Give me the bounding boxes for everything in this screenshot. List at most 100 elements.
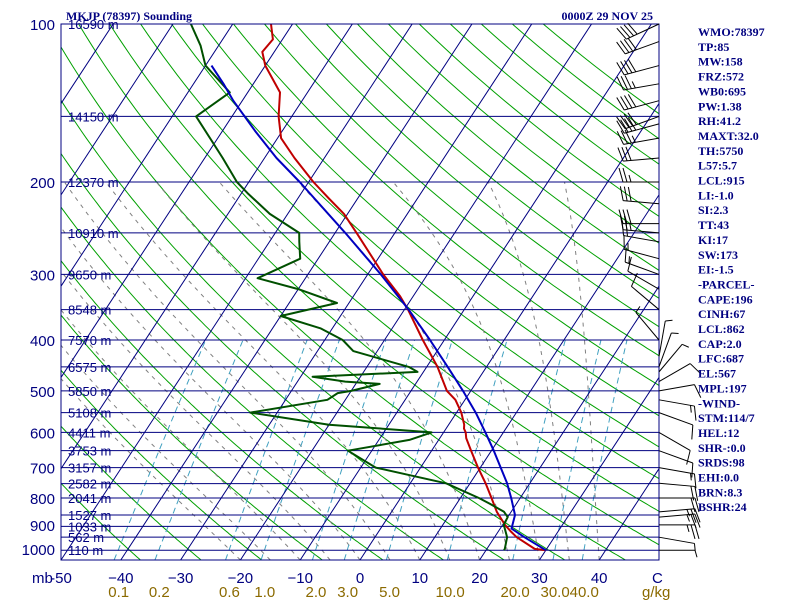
mixing-ratio-line (311, 339, 387, 560)
index-value: SW:173 (698, 248, 738, 262)
dry-adiabats (61, 24, 659, 560)
mixing-ratio-label: 2.0 (306, 584, 327, 600)
mixing-ratio-lines (113, 339, 628, 560)
index-value: MW:158 (698, 55, 743, 69)
mb-axis-label: mb (32, 570, 53, 587)
mixing-ratio-label: 0.6 (219, 584, 240, 600)
parcel-line (210, 65, 547, 552)
isotherm-line (359, 102, 659, 560)
dry-adiabat-line (61, 425, 202, 560)
index-value: -PARCEL- (698, 277, 754, 291)
index-value: CAP:2.0 (698, 337, 742, 351)
dry-adiabat-line (387, 24, 659, 244)
height-label: 5108 m (68, 406, 111, 421)
mixing-ratio-line (512, 339, 566, 560)
index-value: LCL:915 (698, 174, 745, 188)
indices-panel: WMO:78397TP:85MW:158FRZ:572WB0:695PW:1.3… (698, 25, 765, 514)
pressure-tick-label: 200 (30, 175, 55, 192)
index-value: LFC:687 (698, 352, 744, 366)
wind-barb (658, 450, 694, 478)
temperature-tick-label: 40 (591, 570, 608, 587)
wind-barb (658, 432, 691, 465)
mixing-ratio-labels: 0.1 0.2 0.6 1.0 2.0 3.0 5.0 10.0 20.0 30.0 40.0 (108, 584, 599, 600)
isotherm-line (61, 24, 413, 560)
pressure-tick-label: 500 (30, 384, 55, 401)
wind-barb (659, 497, 700, 513)
index-value: STM:114/7 (698, 411, 755, 425)
dewpoint-line (189, 24, 509, 551)
index-value: -WIND- (698, 396, 740, 410)
mixing-ratio-label: 1.0 (254, 584, 275, 600)
dry-adiabat-line (61, 206, 444, 560)
mixing-ratio-line (343, 339, 416, 560)
temperature-tick-label: 30 (531, 570, 548, 587)
dry-adiabat-line (263, 24, 659, 357)
index-value: TT:43 (698, 218, 729, 232)
dry-adiabat-line (61, 482, 141, 560)
mixing-ratio-line (260, 339, 340, 560)
height-label: 5850 m (68, 384, 111, 399)
pressure-tick-label: 100 (30, 17, 55, 34)
wind-barb (616, 22, 660, 40)
wind-barb (623, 234, 660, 260)
temperature-tick-label: −30 (168, 570, 193, 587)
height-label: 1527 m (68, 508, 111, 523)
index-value: LCL:862 (698, 322, 745, 336)
index-value: PW:1.38 (698, 99, 742, 113)
moist-adiabat-line (392, 181, 540, 560)
wind-barb (659, 524, 700, 539)
pressure-tick-label: 1000 (22, 542, 55, 559)
index-value: WB0:695 (698, 84, 746, 98)
height-label: 4411 m (68, 425, 110, 440)
height-label: 7570 m (68, 333, 111, 348)
isotherm-line (180, 24, 533, 560)
isotherm-line (0, 12, 61, 560)
dry-adiabat-line (511, 24, 659, 140)
dry-adiabat-line (78, 24, 659, 546)
index-value: WMO:78397 (698, 25, 765, 39)
isotherm-line (120, 24, 473, 560)
height-label: 110 m (68, 543, 103, 558)
mixing-ratio-label: 5.0 (379, 584, 400, 600)
isotherm-line (61, 24, 174, 196)
mixing-ratio-label: 30.0 (540, 584, 569, 600)
moist-adiabat-line (61, 309, 301, 560)
height-label: 2041 m (68, 491, 111, 506)
moist-adiabat-line (105, 181, 421, 560)
isotherms (0, 12, 659, 560)
wind-barb (659, 549, 698, 558)
pressure-tick-label: 900 (30, 518, 55, 535)
pressure-tick-label: 300 (30, 267, 55, 284)
index-value: SRDS:98 (698, 456, 745, 470)
index-value: CAPE:196 (698, 292, 753, 306)
mixing-ratio-label: 20.0 (501, 584, 530, 600)
wind-barb (616, 59, 660, 76)
index-value: LI:-1.0 (698, 188, 734, 202)
height-label: 12370 m (68, 175, 119, 190)
index-value: RH:41.2 (698, 114, 741, 128)
height-label: 1033 m (68, 519, 111, 534)
wind-barb (618, 209, 659, 225)
dry-adiabat-line (542, 24, 659, 115)
wind-barb (658, 536, 696, 551)
index-value: EL:567 (698, 367, 736, 381)
station-title: MKJP (78397) Sounding (66, 9, 192, 23)
plot-frame (60, 23, 660, 561)
mixing-ratio-label: 40.0 (570, 584, 599, 600)
wind-barb (658, 399, 697, 421)
index-value: TH:5750 (698, 144, 743, 158)
temperature-line (261, 24, 546, 552)
isotherm-line (61, 24, 234, 288)
index-value: MAXT:32.0 (698, 129, 759, 143)
temperature-tick-label: −20 (228, 570, 253, 587)
height-label: 562 m (68, 530, 104, 545)
dry-adiabat-line (232, 24, 659, 387)
wind-barb (658, 332, 679, 368)
dry-adiabat-line (61, 314, 323, 560)
temperature-ticks: -50 −40 −30 −20 −10 0 10 20 30 40 (50, 570, 607, 587)
height-label: 8548 m (68, 303, 111, 318)
index-value: TP:85 (698, 40, 729, 54)
pressure-tick-label: 700 (30, 461, 55, 478)
index-value: BSHR:24 (698, 500, 747, 514)
index-value: KI:17 (698, 233, 728, 247)
